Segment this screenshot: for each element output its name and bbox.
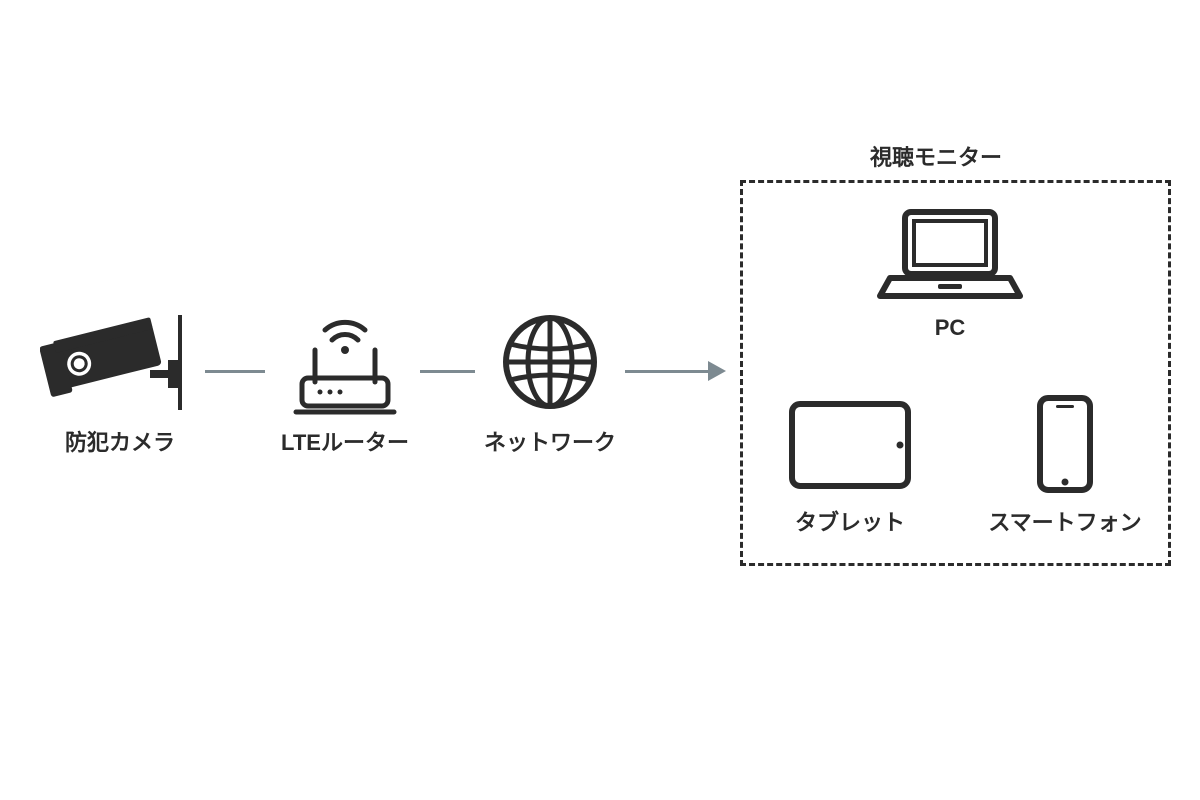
node-pc: PC xyxy=(870,200,1030,341)
node-tablet: タブレット xyxy=(770,390,930,537)
router-icon xyxy=(270,300,420,425)
globe-icon xyxy=(475,300,625,425)
connector-2 xyxy=(420,370,475,373)
arrow-line xyxy=(625,370,710,373)
camera-icon xyxy=(40,300,200,425)
node-smartphone: スマートフォン xyxy=(970,390,1160,537)
camera-label: 防犯カメラ xyxy=(40,425,200,457)
node-camera: 防犯カメラ xyxy=(40,300,200,457)
tablet-label: タブレット xyxy=(770,505,930,537)
laptop-icon xyxy=(870,200,1030,315)
smartphone-icon xyxy=(970,390,1160,505)
node-network: ネットワーク xyxy=(475,300,625,457)
network-label: ネットワーク xyxy=(475,425,625,457)
diagram-canvas: 防犯カメラ LTEルーター xyxy=(0,0,1200,800)
connector-1 xyxy=(205,370,265,373)
monitor-group-title: 視聴モニター xyxy=(870,140,1002,172)
router-label: LTEルーター xyxy=(270,425,420,457)
tablet-icon xyxy=(770,390,930,505)
node-router: LTEルーター xyxy=(270,300,420,457)
pc-label: PC xyxy=(870,315,1030,341)
smartphone-label: スマートフォン xyxy=(970,505,1160,537)
arrow-head-icon xyxy=(708,361,726,381)
